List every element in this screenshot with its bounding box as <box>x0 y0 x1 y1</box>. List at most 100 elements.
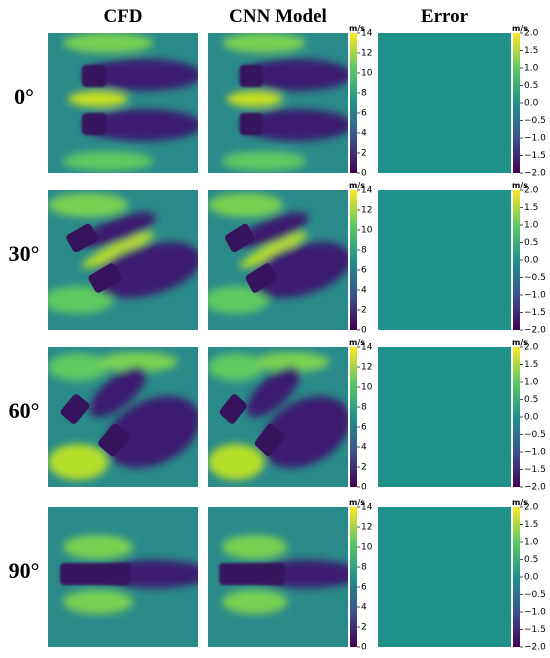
colorbar-tick-label: 12 <box>361 206 372 216</box>
colorbar-tick-label: 8 <box>361 246 367 256</box>
colorbar-tick-label: 8 <box>361 403 367 413</box>
colorbar-tick-label: 12 <box>361 523 372 533</box>
cnn-field <box>208 347 361 487</box>
colorbar-tick-label: 6 <box>361 266 367 276</box>
column-title: CFD <box>103 6 142 27</box>
colorbar <box>513 507 520 647</box>
colorbar <box>350 347 357 487</box>
colorbar <box>513 347 520 487</box>
colorbar-tick-label: −2.0 <box>524 326 546 336</box>
colorbar-tick-label: 0.5 <box>524 238 538 248</box>
colorbar-tick-label: 0 <box>361 643 367 653</box>
colorbar-tick-label: 1.0 <box>524 64 539 74</box>
colorbar-tick-label: −1.0 <box>524 291 546 301</box>
colorbar-tick-label: 0 <box>361 169 367 179</box>
colorbar-tick-label: 1.5 <box>524 360 538 370</box>
error-field <box>378 507 511 647</box>
colorbar-tick-label: 0.0 <box>524 99 539 109</box>
colorbar <box>350 190 357 330</box>
colorbar-tick-label: 0.0 <box>524 573 539 583</box>
colorbar-tick-label: 2 <box>361 306 367 316</box>
colorbar-tick-label: 1.0 <box>524 221 539 231</box>
colorbar-tick-label: −1.0 <box>524 608 546 618</box>
colorbar-tick-label: 6 <box>361 109 367 119</box>
colorbar-tick-label: 2.0 <box>524 503 539 513</box>
colorbar-tick-label: 8 <box>361 89 367 99</box>
colorbar-tick-label: 1.5 <box>524 46 538 56</box>
colorbar-tick-label: 0.0 <box>524 256 539 266</box>
cfd-field <box>48 347 212 487</box>
colorbar-tick-label: −1.0 <box>524 134 546 144</box>
error-field <box>378 347 511 487</box>
colorbar-tick-label: 12 <box>361 49 372 59</box>
colorbar-tick-label: 0 <box>361 483 367 493</box>
colorbar-tick-label: 0 <box>361 326 367 336</box>
colorbar-unit: m/s <box>349 24 365 33</box>
colorbar-unit: m/s <box>512 338 528 347</box>
cfd-field <box>48 507 213 647</box>
colorbar-unit: m/s <box>512 24 528 33</box>
colorbar-tick-label: 1.5 <box>524 520 538 530</box>
colorbar-tick-label: 2.0 <box>524 29 539 39</box>
colorbar-tick-label: −0.5 <box>524 273 546 283</box>
colorbar-tick-label: 4 <box>361 443 367 453</box>
colorbar <box>350 33 357 173</box>
colorbar-tick-label: 4 <box>361 603 367 613</box>
colorbar-tick-label: −1.5 <box>524 625 546 635</box>
colorbar-unit: m/s <box>512 181 528 190</box>
colorbar-tick-label: 6 <box>361 423 367 433</box>
colorbar-tick-label: −1.5 <box>524 308 546 318</box>
cfd-field <box>48 33 203 173</box>
colorbar-tick-label: 10 <box>361 543 373 553</box>
colorbar-tick-label: −2.0 <box>524 643 546 653</box>
colorbar-tick-label: 14 <box>361 186 373 196</box>
colorbar-tick-label: 2.0 <box>524 343 539 353</box>
colorbar-tick-label: 6 <box>361 583 367 593</box>
colorbar-unit: m/s <box>512 498 528 507</box>
colorbar-tick-label: 0.0 <box>524 413 539 423</box>
colorbar-tick-label: −2.0 <box>524 483 546 493</box>
colorbar-tick-label: 1.5 <box>524 203 538 213</box>
row-label: 30° <box>9 241 40 266</box>
colorbar-tick-label: 0.5 <box>524 81 538 91</box>
colorbar-tick-label: −2.0 <box>524 169 546 179</box>
colorbar-tick-label: 14 <box>361 503 373 513</box>
colorbar-tick-label: −0.5 <box>524 590 546 600</box>
column-title: CNN Model <box>229 6 327 27</box>
colorbar <box>513 190 520 330</box>
cnn-field <box>208 507 362 647</box>
colorbar-tick-label: 14 <box>361 343 373 353</box>
colorbar-tick-label: 10 <box>361 69 373 79</box>
colorbar-unit: m/s <box>349 498 365 507</box>
colorbar-tick-label: 12 <box>361 363 372 373</box>
colorbar-tick-label: −1.5 <box>524 151 546 161</box>
colorbar-tick-label: 10 <box>361 226 373 236</box>
colorbar <box>350 507 357 647</box>
colorbar-tick-label: 2.0 <box>524 186 539 196</box>
colorbar-tick-label: −1.0 <box>524 448 546 458</box>
colorbar-tick-label: 2 <box>361 623 367 633</box>
colorbar-tick-label: 0.5 <box>524 555 538 565</box>
error-field <box>378 190 511 330</box>
colorbar-tick-label: 4 <box>361 286 367 296</box>
row-label: 60° <box>9 398 40 423</box>
cnn-field <box>208 33 353 173</box>
colorbar-tick-label: 1.0 <box>524 538 539 548</box>
colorbar-unit: m/s <box>349 338 365 347</box>
colorbar-tick-label: 1.0 <box>524 378 539 388</box>
colorbar-unit: m/s <box>349 181 365 190</box>
colorbar-tick-label: −0.5 <box>524 430 546 440</box>
error-field <box>378 33 511 173</box>
colorbar-tick-label: 4 <box>361 129 367 139</box>
colorbar <box>513 33 520 173</box>
column-title: Error <box>421 6 469 27</box>
colorbar-tick-label: 2 <box>361 149 367 159</box>
cnn-field <box>203 190 357 330</box>
row-label: 0° <box>14 84 34 109</box>
colorbar-tick-label: 8 <box>361 563 367 573</box>
colorbar-tick-label: 14 <box>361 29 373 39</box>
colorbar-tick-label: −0.5 <box>524 116 546 126</box>
cfd-field <box>43 190 208 330</box>
colorbar-tick-label: 0.5 <box>524 395 538 405</box>
